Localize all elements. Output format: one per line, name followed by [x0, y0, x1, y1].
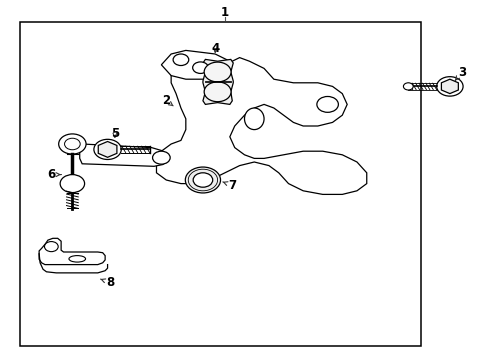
Polygon shape	[80, 144, 168, 166]
Circle shape	[403, 83, 412, 90]
Polygon shape	[161, 50, 229, 79]
Circle shape	[64, 138, 80, 150]
Circle shape	[59, 134, 86, 154]
Text: 4: 4	[211, 42, 219, 55]
Text: 6: 6	[47, 168, 61, 181]
Polygon shape	[156, 58, 366, 194]
Circle shape	[94, 139, 121, 159]
Ellipse shape	[244, 108, 264, 130]
Circle shape	[193, 173, 212, 187]
Polygon shape	[441, 79, 457, 94]
Text: 7: 7	[223, 179, 236, 192]
Text: 3: 3	[454, 66, 465, 81]
Ellipse shape	[69, 256, 85, 262]
Ellipse shape	[204, 62, 231, 82]
Circle shape	[173, 54, 188, 66]
Circle shape	[152, 151, 170, 164]
Polygon shape	[98, 141, 117, 157]
Circle shape	[316, 96, 338, 112]
Ellipse shape	[204, 82, 231, 102]
Text: 5: 5	[111, 127, 119, 140]
Text: 1: 1	[221, 6, 228, 19]
Bar	[20, 22, 420, 346]
Circle shape	[436, 77, 462, 96]
Circle shape	[192, 62, 208, 73]
Text: 2: 2	[162, 94, 173, 107]
Polygon shape	[39, 238, 105, 265]
Text: 8: 8	[101, 276, 114, 289]
Circle shape	[44, 242, 58, 252]
Circle shape	[60, 175, 84, 193]
Circle shape	[185, 167, 220, 193]
Polygon shape	[203, 59, 233, 104]
